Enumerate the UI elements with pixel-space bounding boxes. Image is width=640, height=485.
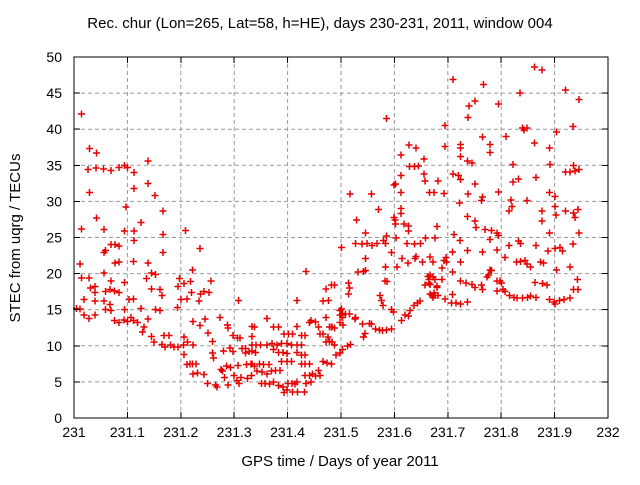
x-tick-label: 231.8 xyxy=(484,424,519,440)
y-tick-label: 0 xyxy=(54,410,62,426)
y-tick-label: 5 xyxy=(54,374,62,390)
y-tick-label: 25 xyxy=(46,230,62,246)
x-tick-label: 232 xyxy=(596,424,620,440)
y-tick-label: 30 xyxy=(46,193,62,209)
y-tick-label: 50 xyxy=(46,49,62,65)
y-tick-label: 45 xyxy=(46,85,62,101)
scatter-markers xyxy=(73,63,583,396)
y-tick-label: 10 xyxy=(46,338,62,354)
x-tick-label: 231.4 xyxy=(270,424,305,440)
gridlines xyxy=(74,57,608,418)
y-axis-label: STEC from uqrg / TECUs xyxy=(7,154,24,323)
y-tick-label: 40 xyxy=(46,121,62,137)
y-tick-label: 35 xyxy=(46,157,62,173)
x-tick-label: 231.1 xyxy=(110,424,145,440)
x-tick-label: 231.5 xyxy=(323,424,358,440)
x-tick-label: 231.7 xyxy=(430,424,465,440)
tick-marks xyxy=(73,56,609,419)
x-axis-label: GPS time / Days of year 2011 xyxy=(241,453,438,470)
y-tick-label: 20 xyxy=(46,266,62,282)
y-tick-label: 15 xyxy=(46,302,62,318)
x-tick-label: 231.3 xyxy=(217,424,252,440)
x-tick-label: 231.6 xyxy=(377,424,412,440)
x-tick-label: 231 xyxy=(62,424,86,440)
x-tick-labels: 231 231.1 231.2 231.3 231.4 231.5 231.6 231.7 23… xyxy=(62,424,620,440)
x-tick-label: 231.9 xyxy=(537,424,572,440)
chart-title: Rec. chur (Lon=265, Lat=58, h=HE), days … xyxy=(87,15,552,32)
x-tick-label: 231.2 xyxy=(163,424,198,440)
y-tick-labels: 0 5 10 15 20 25 30 35 40 45 50 xyxy=(46,49,62,426)
